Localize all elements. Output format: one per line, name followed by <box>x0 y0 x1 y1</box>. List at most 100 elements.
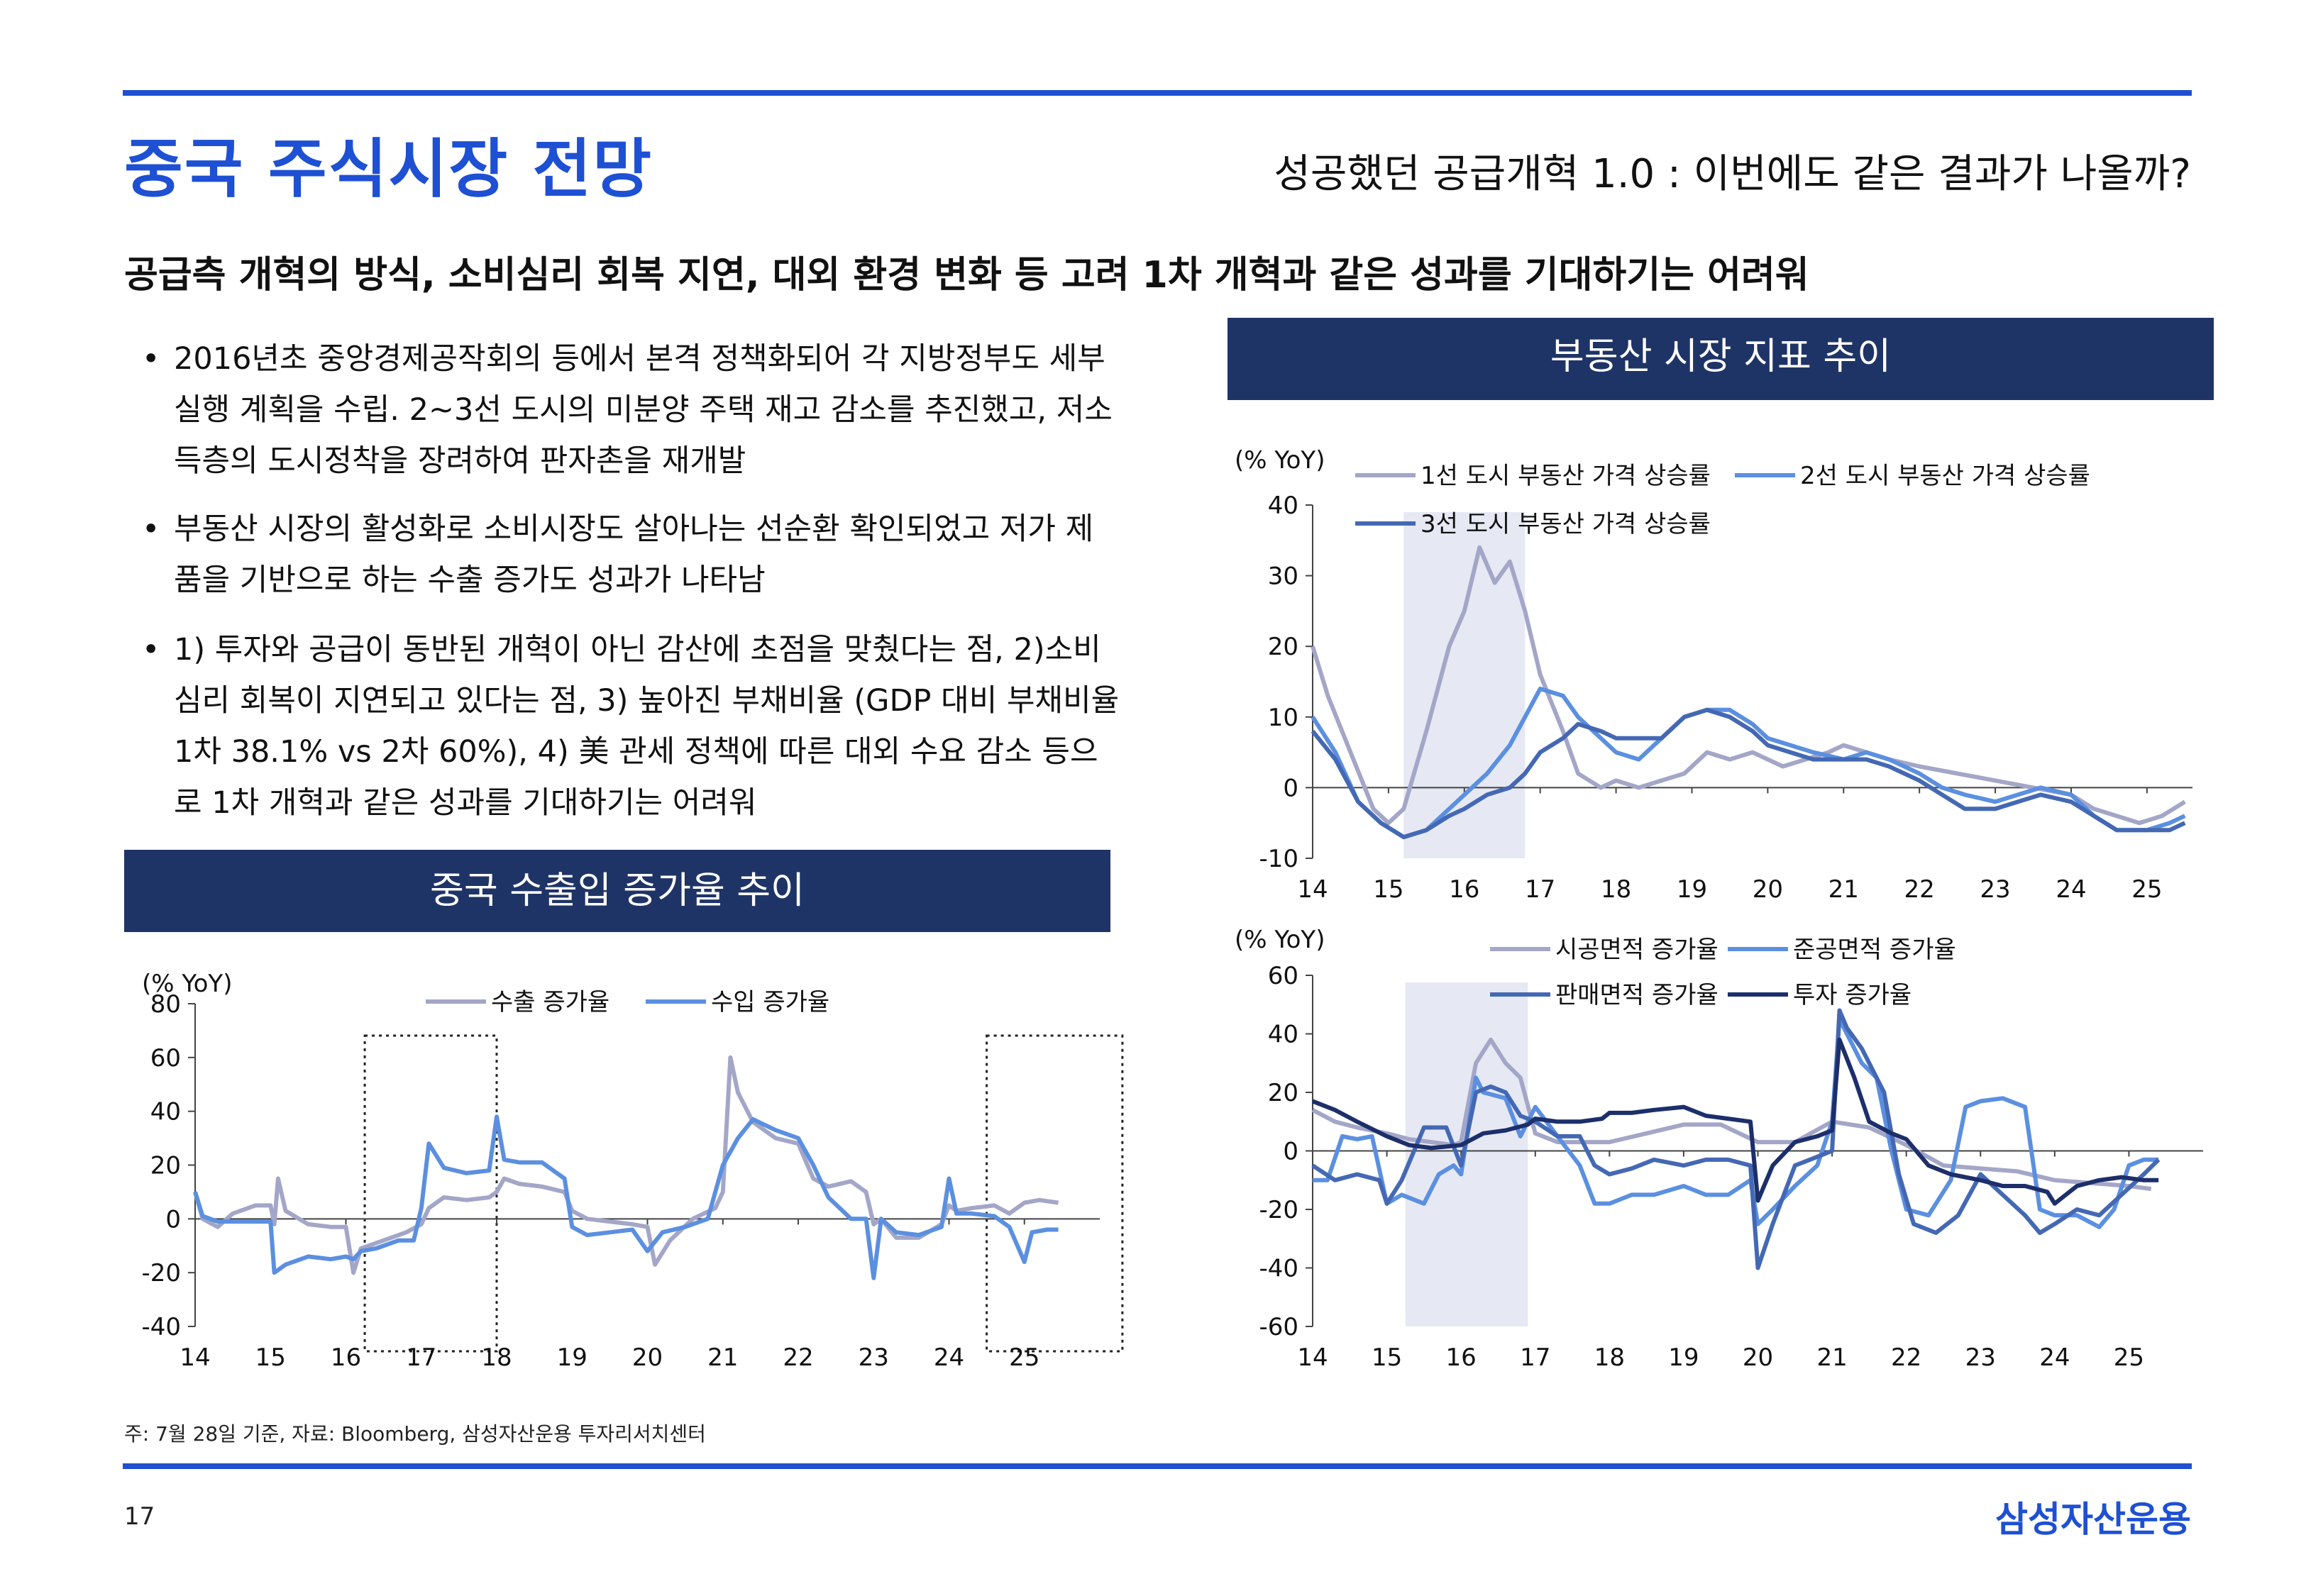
bullet-text: 2016년초 중앙경제공작회의 등에서 본격 정책화되어 각 지방정부도 세부 … <box>174 341 1113 479</box>
x-tick-label: 24 <box>2039 1343 2070 1372</box>
x-tick-label: 22 <box>1904 875 1935 904</box>
legend-label: 2선 도시 부동산 가격 상승률 <box>1800 462 2090 490</box>
x-tick-label: 24 <box>934 1343 964 1372</box>
source-footnote: 주: 7월 28일 기준, 자료: Bloomberg, 삼성자산운용 투자리서… <box>124 1422 706 1446</box>
y-unit-label: (% YoY) <box>1235 446 1325 475</box>
legend-label: 투자 증가율 <box>1793 981 1911 1009</box>
y-tick-label: 0 <box>1283 1138 1298 1166</box>
x-tick-label: 16 <box>331 1343 361 1372</box>
series-line-3 <box>1311 707 2186 840</box>
page-subtitle: 성공했던 공급개혁 1.0 : 이번에도 같은 결과가 나올까? <box>1274 151 2191 197</box>
x-tick-label: 20 <box>632 1343 663 1372</box>
bullet-marker: • <box>142 341 160 377</box>
series-line-2 <box>193 1114 1059 1280</box>
y-tick-label: -60 <box>1259 1313 1298 1341</box>
y-tick-label: 30 <box>1268 563 1298 591</box>
y-tick-label: 40 <box>1268 1021 1298 1049</box>
y-tick-label: 60 <box>150 1044 181 1073</box>
y-tick-label: 0 <box>1283 774 1298 802</box>
x-tick-label: 17 <box>406 1343 436 1372</box>
brand-logo: 삼성자산운용 <box>1995 1499 2191 1540</box>
y-tick-label: 80 <box>150 990 181 1019</box>
y-tick-label: 20 <box>150 1152 181 1180</box>
x-tick-label: 24 <box>2056 875 2086 904</box>
page-number: 17 <box>124 1502 155 1531</box>
x-tick-label: 22 <box>783 1343 813 1372</box>
series-line-2 <box>1311 687 2186 840</box>
bullet-text: 부동산 시장의 활성화로 소비시장도 살아나는 선순환 확인되었고 저가 제품을… <box>174 511 1094 598</box>
x-tick-label: 21 <box>707 1343 738 1372</box>
y-tick-label: 60 <box>1268 962 1298 990</box>
x-tick-label: 25 <box>1009 1343 1039 1372</box>
y-unit-label: (% YoY) <box>1235 926 1325 954</box>
top-rule <box>123 90 2192 96</box>
bullet-item: • 부동산 시장의 활성화로 소비시장도 살아나는 선순환 확인되었고 저가 제… <box>142 504 1121 606</box>
trade-chart-banner: 중국 수출입 증가율 추이 <box>124 850 1110 932</box>
property-chart-banner: 부동산 시장 지표 추이 <box>1228 318 2214 400</box>
x-tick-label: 25 <box>2131 875 2162 904</box>
legend-label: 준공면적 증가율 <box>1793 936 1956 964</box>
bullet-marker: • <box>142 632 160 667</box>
series-line-1 <box>1311 545 2186 826</box>
legend-label: 3선 도시 부동산 가격 상승률 <box>1420 510 1711 538</box>
x-tick-label: 18 <box>1601 875 1631 904</box>
x-tick-label: 19 <box>557 1343 587 1372</box>
headline: 공급측 개혁의 방식, 소비심리 회복 지연, 대외 환경 변화 등 고려 1차… <box>124 254 1809 297</box>
x-tick-label: 20 <box>1743 1343 1773 1372</box>
x-tick-label: 14 <box>180 1343 210 1372</box>
series-line-1 <box>193 1055 1059 1275</box>
x-tick-label: 19 <box>1677 875 1707 904</box>
y-tick-label: 40 <box>150 1098 181 1126</box>
legend-label: 판매면적 증가율 <box>1555 981 1719 1009</box>
x-tick-label: 22 <box>1891 1343 1921 1372</box>
x-tick-label: 23 <box>1980 875 2010 904</box>
x-tick-label: 21 <box>1828 875 1859 904</box>
x-tick-label: 21 <box>1816 1343 1847 1372</box>
legend-label: 1선 도시 부동산 가격 상승률 <box>1420 462 1711 490</box>
x-tick-label: 14 <box>1297 1343 1328 1372</box>
highlight-box <box>363 1034 498 1353</box>
highlight-box <box>986 1034 1124 1353</box>
x-tick-label: 16 <box>1449 875 1479 904</box>
legend-label: 수출 증가율 <box>491 988 609 1016</box>
y-tick-label: -40 <box>1259 1255 1298 1283</box>
x-tick-label: 14 <box>1297 875 1328 904</box>
series-line-4 <box>1311 1037 2159 1206</box>
x-tick-label: 17 <box>1525 875 1555 904</box>
x-tick-label: 18 <box>481 1343 512 1372</box>
bullet-item: • 1) 투자와 공급이 동반된 개혁이 아닌 감산에 초점을 맞췄다는 점, … <box>142 624 1121 829</box>
bullet-text: 1) 투자와 공급이 동반된 개혁이 아닌 감산에 초점을 맞췄다는 점, 2)… <box>174 632 1120 821</box>
y-tick-label: 40 <box>1268 492 1298 520</box>
legend-label: 수입 증가율 <box>711 988 829 1016</box>
x-tick-label: 18 <box>1594 1343 1625 1372</box>
page-title: 중국 주식시장 전망 <box>124 132 653 206</box>
series-line-1 <box>1311 1037 2152 1192</box>
x-tick-label: 17 <box>1520 1343 1550 1372</box>
bullet-item: • 2016년초 중앙경제공작회의 등에서 본격 정책화되어 각 지방정부도 세… <box>142 333 1121 487</box>
shaded-period <box>1405 982 1528 1326</box>
y-tick-label: 10 <box>1268 704 1298 732</box>
trade-growth-chart: -40 -20 0 20 40 60 80 14 15 16 17 18 19 20 21 22 23 24 25 (… <box>141 970 1124 1372</box>
y-unit-label: (% YoY) <box>142 970 232 998</box>
y-tick-label: -40 <box>141 1313 181 1341</box>
x-tick-label: 16 <box>1446 1343 1477 1372</box>
x-tick-label: 25 <box>2114 1343 2144 1372</box>
x-tick-label: 15 <box>255 1343 286 1372</box>
y-tick-label: -10 <box>1259 845 1298 873</box>
y-tick-label: 20 <box>1268 633 1298 661</box>
x-tick-label: 15 <box>1372 1343 1402 1372</box>
property-activity-chart: -60 -40 -20 0 20 40 60 14 15 16 17 18 19 20 21 22 23 24 25… <box>1235 926 2203 1372</box>
legend-label: 시공면적 증가율 <box>1555 936 1719 964</box>
series-line-3 <box>1311 1008 2161 1270</box>
x-tick-label: 20 <box>1753 875 1783 904</box>
x-tick-label: 23 <box>1965 1343 1996 1372</box>
x-tick-label: 15 <box>1373 875 1403 904</box>
y-tick-label: 0 <box>165 1205 181 1234</box>
y-tick-label: -20 <box>1259 1196 1298 1224</box>
y-tick-label: 20 <box>1268 1079 1298 1107</box>
y-tick-label: -20 <box>141 1259 181 1287</box>
x-tick-label: 19 <box>1668 1343 1699 1372</box>
x-tick-label: 23 <box>859 1343 889 1372</box>
bullet-marker: • <box>142 511 160 547</box>
property-price-chart: -10 0 10 20 30 40 14 15 16 17 18 19 20 21 22 23 24 25 (% Y… <box>1235 446 2192 904</box>
